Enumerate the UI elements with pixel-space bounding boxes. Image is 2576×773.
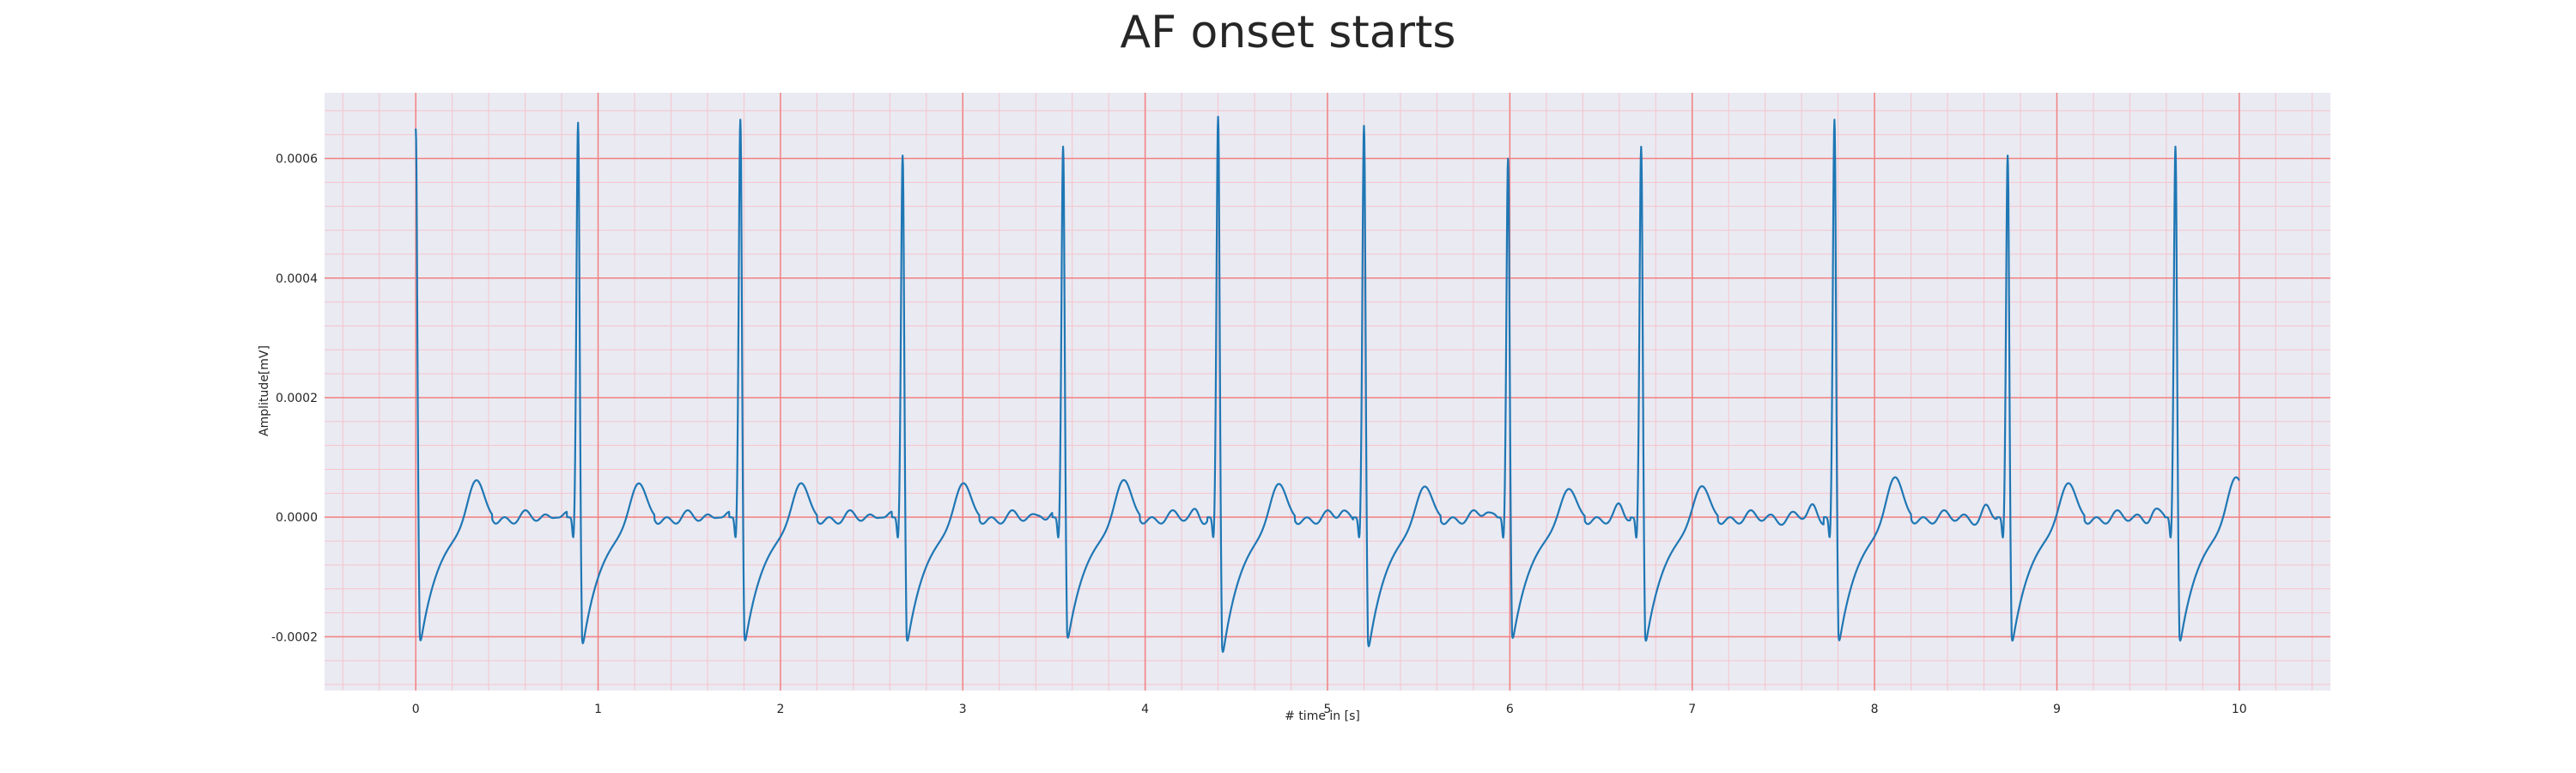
- x-tick-label: 8: [1871, 703, 1879, 716]
- x-tick-label: 7: [1688, 703, 1696, 716]
- y-tick-label: 0.0006: [276, 153, 318, 167]
- x-tick-label: 4: [1141, 703, 1149, 716]
- x-tick-label: 2: [776, 703, 784, 716]
- y-axis-label: Amplitude[mV]: [258, 345, 271, 436]
- x-tick-label: 6: [1506, 703, 1514, 716]
- x-tick-label: 9: [2053, 703, 2061, 716]
- major-grid: [325, 93, 2330, 691]
- y-tick-label: 0.0000: [276, 511, 318, 525]
- x-tick-label: 0: [412, 703, 420, 716]
- ecg-signal-line: [415, 115, 2240, 654]
- y-tick-label: 0.0004: [276, 272, 318, 286]
- x-axis-ticks: 0 1 2 3 4 5 6 7 8 9 10: [412, 703, 2247, 716]
- x-tick-label: 10: [2232, 703, 2247, 716]
- x-tick-label: 3: [959, 703, 967, 716]
- x-axis-label: # time in [s]: [1285, 709, 1360, 723]
- y-tick-label: -0.0002: [271, 630, 318, 644]
- x-tick-label: 1: [594, 703, 602, 716]
- x-tick-label: 5: [1324, 703, 1332, 716]
- y-tick-label: 0.0002: [276, 392, 318, 405]
- chart-title: AF onset starts: [1121, 7, 1456, 58]
- y-axis-ticks: -0.0002 0.0000 0.0002 0.0004 0.0006: [271, 153, 318, 645]
